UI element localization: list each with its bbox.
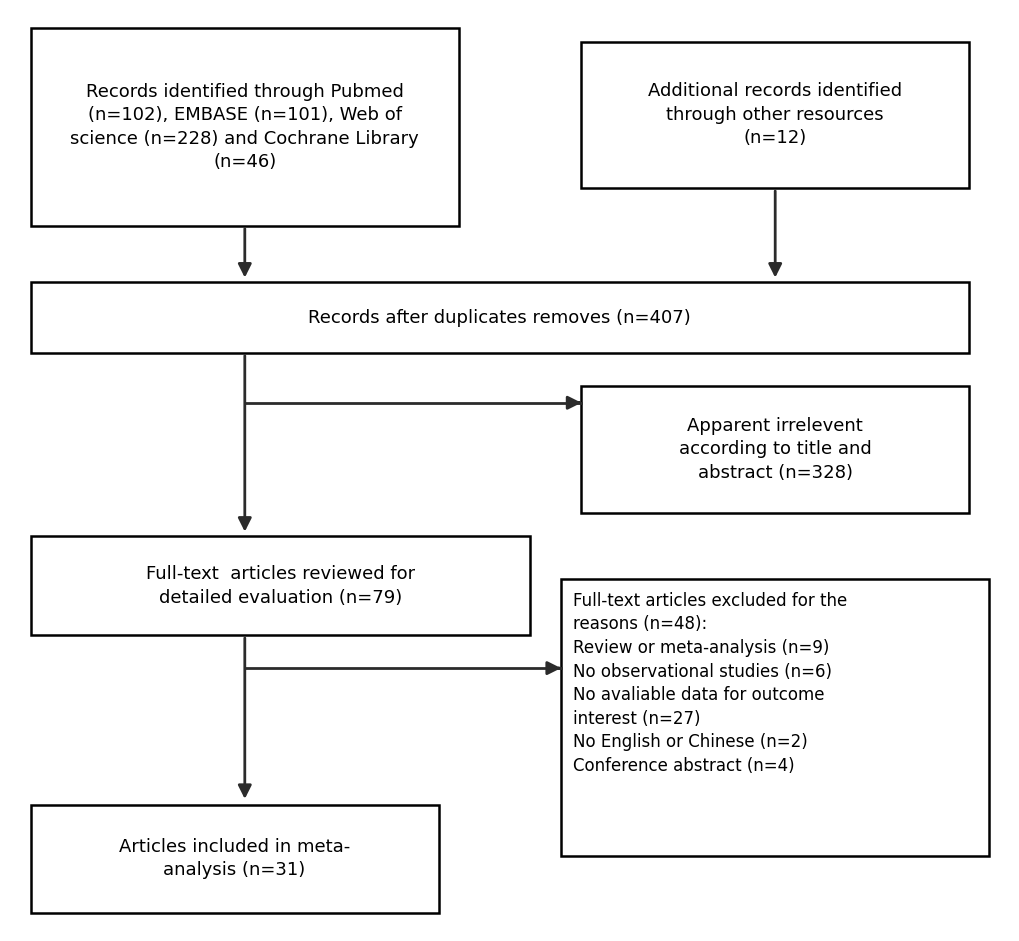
Text: Records identified through Pubmed
(n=102), EMBASE (n=101), Web of
science (n=228: Records identified through Pubmed (n=102… [70,83,419,171]
FancyBboxPatch shape [560,579,988,856]
Text: Articles included in meta-
analysis (n=31): Articles included in meta- analysis (n=3… [119,837,350,880]
Text: Apparent irrelevent
according to title and
abstract (n=328): Apparent irrelevent according to title a… [679,417,870,482]
FancyBboxPatch shape [581,42,968,188]
Text: Full-text  articles reviewed for
detailed evaluation (n=79): Full-text articles reviewed for detailed… [146,565,415,607]
Text: Full-text articles excluded for the
reasons (n=48):
Review or meta-analysis (n=9: Full-text articles excluded for the reas… [573,592,847,775]
Text: Records after duplicates removes (n=407): Records after duplicates removes (n=407) [308,309,691,327]
Text: Additional records identified
through other resources
(n=12): Additional records identified through ot… [647,82,902,148]
FancyBboxPatch shape [31,28,459,226]
FancyBboxPatch shape [31,536,530,635]
FancyBboxPatch shape [31,282,968,353]
FancyBboxPatch shape [581,386,968,513]
FancyBboxPatch shape [31,805,438,913]
